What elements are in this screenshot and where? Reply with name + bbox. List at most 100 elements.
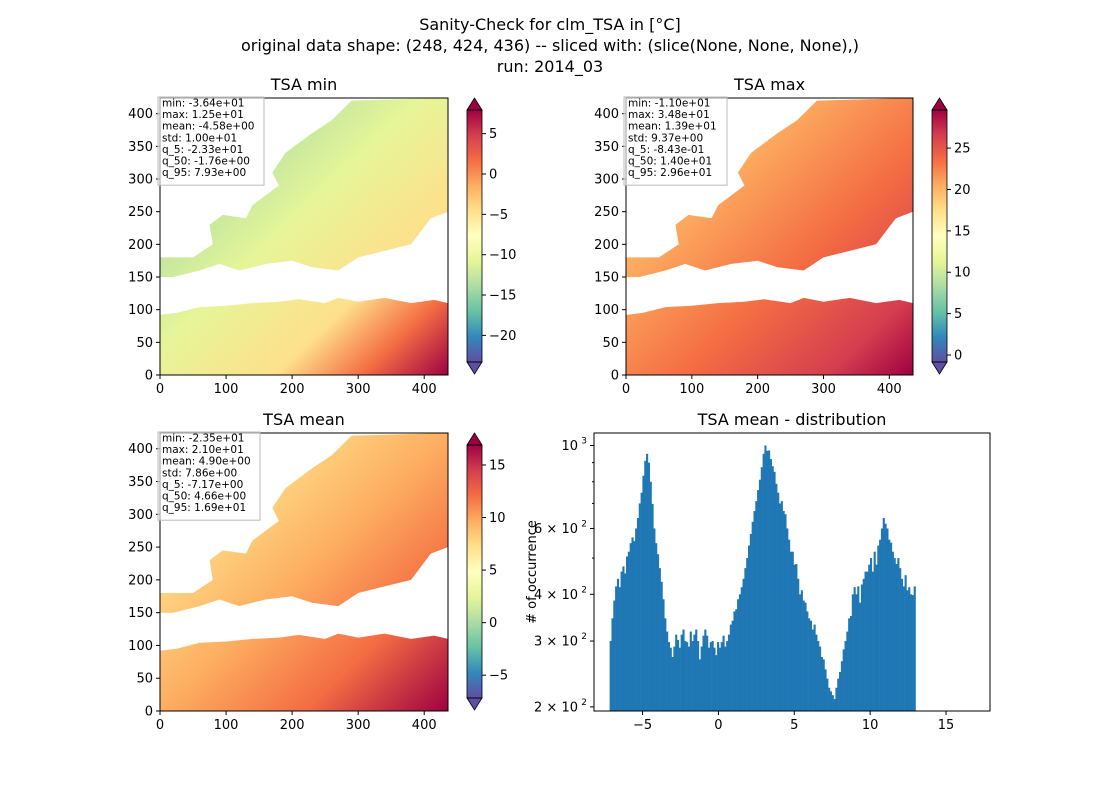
y-tick-label: 200 [128,238,153,253]
histogram-bar [842,649,845,711]
colorbar-tick-label: −15 [489,289,516,304]
histogram-bar [686,642,689,711]
y-tick-exponent: 2 [581,698,587,708]
y-tick-label: 400 [594,107,619,122]
histogram-bar [718,647,721,711]
histogram-bar [678,647,681,711]
histogram-bar [616,578,620,711]
colorbar-tick-label: 10 [954,266,971,281]
histogram-bar [897,558,900,711]
histogram-bar [704,629,707,711]
colorbar-tick-label: 15 [489,458,506,473]
histogram-bar [910,594,913,711]
histogram-bar [655,543,658,711]
y-tick-label: 100 [128,303,153,318]
histogram-bar [913,586,916,711]
colorbar: 15 10 5 0 −5 [466,432,508,711]
histogram-bar [890,542,893,711]
histogram-bar [749,533,752,711]
y-tick-label: 150 [128,271,153,286]
histogram-bar [653,528,656,711]
colorbar-tick-label: 0 [489,616,497,631]
histogram-bar [695,629,698,711]
x-tick-label: 0 [714,718,722,733]
x-tick-label: 10 [862,718,879,733]
stats-line: q_5: -2.33e+01 [162,144,243,156]
y-tick-label: 4 × 10 [534,588,578,603]
colorbar-tick-label: −5 [489,208,508,223]
stats-line: max: 2.10e+01 [162,444,244,456]
histogram-bar [609,641,612,711]
histogram-bar [771,466,774,711]
histogram-bar [811,629,814,711]
histogram-bar [651,503,654,711]
histogram-bar [706,635,709,711]
stats-line: std: 7.86e+00 [162,467,237,479]
histogram-bar [673,646,676,711]
colorbar-tick-label: 0 [489,167,497,182]
stats-line: mean: -4.58e+00 [162,121,254,133]
histogram-bar [633,541,636,711]
histogram-bar [642,475,645,711]
histogram-bar [682,629,685,711]
histogram-bar [717,642,720,711]
histogram-bar [859,602,862,711]
histogram-bar [822,659,825,711]
histogram-bar [629,543,632,711]
histogram-bar [624,573,627,711]
heatmap-field [626,98,913,375]
histogram-bar [667,642,671,711]
y-tick-label: 250 [128,205,153,220]
x-tick-label: 300 [346,718,371,733]
histogram-bar [864,571,867,711]
histogram-bar [707,647,711,711]
histogram-bar [782,511,785,711]
histogram-bar [751,521,754,711]
stats-line: mean: 1.39e+01 [628,121,717,133]
colorbar-tick-label: 25 [954,142,971,157]
stats-line: q_95: 7.93e+00 [162,167,246,179]
histogram-bar [813,624,816,711]
histogram-bar [675,634,678,711]
y-tick-label: 2 × 10 [534,700,578,715]
y-tick-label: 350 [128,140,153,155]
histogram-bar [802,600,805,711]
colorbar-frame [466,444,483,699]
colorbar-gradient [932,110,947,362]
colorbar: 25 20 15 10 5 0 [931,97,971,375]
histogram-bar [664,618,667,711]
histogram-bar [880,528,884,711]
axes-title: TSA mean [262,410,345,429]
histogram-bar [656,554,660,711]
histogram-bar [846,631,849,711]
y-tick-label: 300 [128,173,153,188]
stats-line: std: 9.37e+00 [628,132,703,144]
y-tick-label: 350 [128,475,153,490]
x-tick-label: 0 [156,382,164,397]
histogram-bar [891,551,894,711]
stats-line: q_95: 1.69e+01 [162,502,246,514]
histogram-bar [631,537,634,711]
histogram-bar [615,586,618,711]
histogram-bar [780,501,783,711]
histogram-bar [697,641,700,711]
histogram-bar [646,453,649,711]
x-tick-label: 15 [938,718,955,733]
histogram-bar [820,656,823,711]
stats-line: q_50: 1.40e+01 [628,156,712,168]
stats-line: q_5: -7.17e+00 [162,479,243,491]
heatmap-field [160,433,448,711]
colorbar-tick-label: 10 [489,511,506,526]
histogram-bar [884,523,887,711]
histogram-bar [800,590,803,711]
histogram-bar [815,634,818,711]
histogram-bars [609,445,916,711]
figure-title-line-2: original data shape: (248, 424, 436) -- … [241,36,859,55]
stats-line: q_95: 2.96e+01 [628,167,712,179]
histogram-bar [808,618,811,711]
histogram-bar [786,528,789,711]
